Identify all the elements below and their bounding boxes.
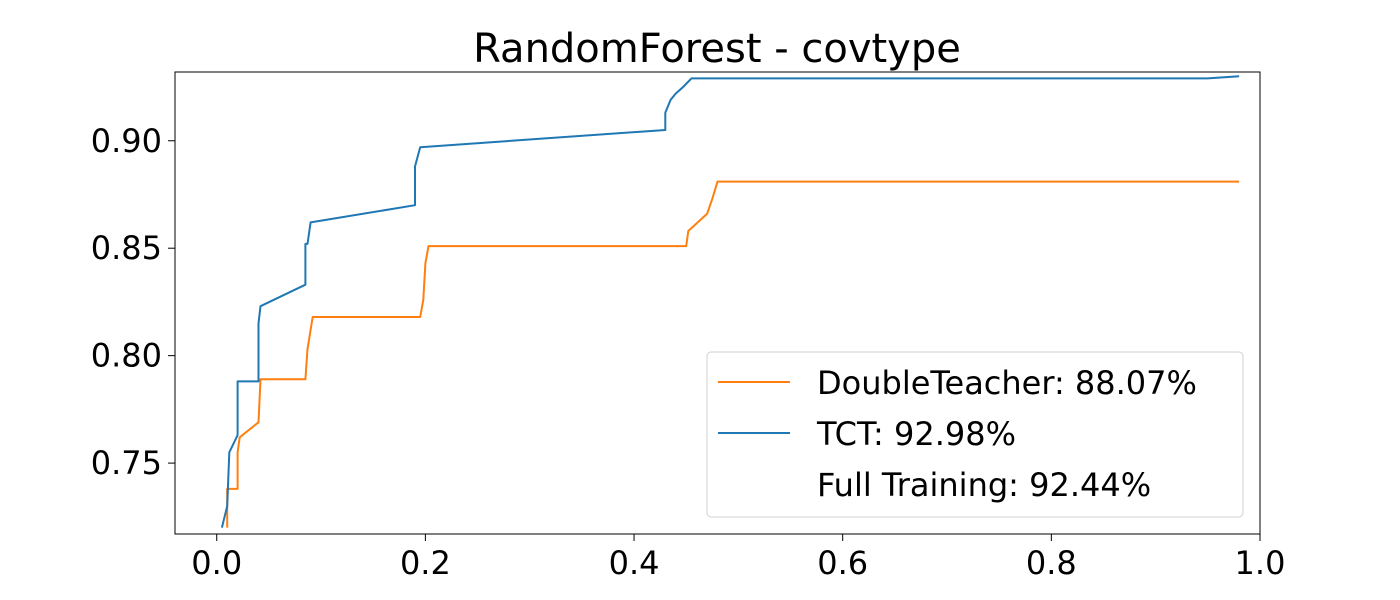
- series-line-0: [226, 180, 1240, 528]
- x-tick-label: 1.0: [1235, 544, 1286, 582]
- y-tick-label: 0.90: [91, 122, 162, 160]
- legend: DoubleTeacher: 88.07% TCT: 92.98% Full Tra…: [706, 351, 1244, 518]
- legend-box: [706, 351, 1244, 518]
- x-tick-label: 0.6: [817, 544, 868, 582]
- y-axis: 0.75 0.80 0.85 0.90: [91, 122, 175, 482]
- y-tick-label: 0.80: [91, 337, 162, 375]
- x-axis: 0.0 0.2 0.4 0.6 0.8 1.0: [191, 534, 1285, 582]
- plot-area-frame: [174, 71, 1261, 535]
- x-tick-label: 0.0: [191, 544, 242, 582]
- plot-content: [220, 75, 1240, 528]
- y-tick-label: 0.75: [91, 444, 162, 482]
- x-tick-label: 0.4: [609, 544, 660, 582]
- chart-title: RandomForest - covtype: [473, 26, 961, 72]
- legend-label: TCT: 92.98%: [816, 415, 1016, 453]
- x-tick-label: 0.8: [1026, 544, 1077, 582]
- legend-label: Full Training: 92.44%: [817, 466, 1151, 504]
- x-tick-label: 0.2: [400, 544, 451, 582]
- legend-label: DoubleTeacher: 88.07%: [817, 364, 1197, 402]
- series-line-1: [220, 75, 1240, 528]
- y-tick-label: 0.85: [91, 229, 162, 267]
